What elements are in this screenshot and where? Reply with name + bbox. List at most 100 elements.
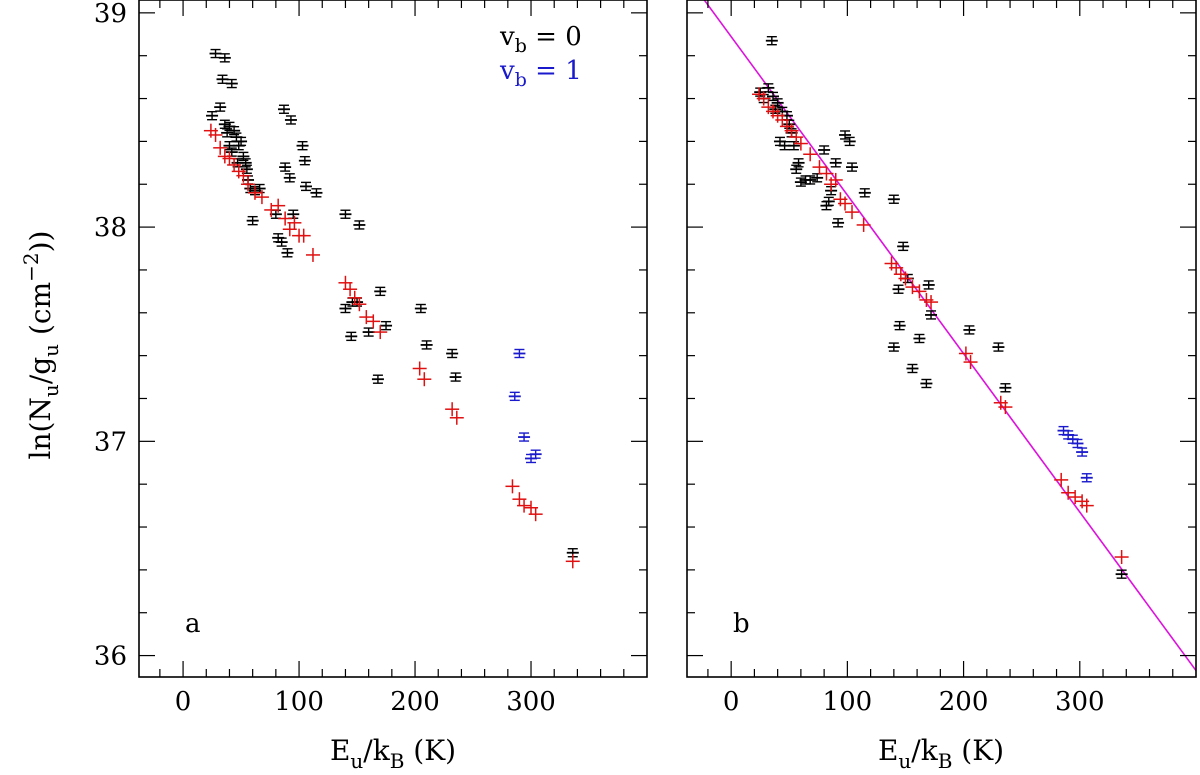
panel-b-points bbox=[752, 36, 1129, 579]
data-point bbox=[992, 342, 1005, 352]
data-point bbox=[412, 361, 427, 376]
data-point bbox=[843, 136, 856, 147]
data-point bbox=[287, 209, 300, 219]
data-point bbox=[762, 83, 775, 93]
data-point bbox=[922, 280, 935, 290]
data-point bbox=[278, 211, 293, 226]
data-point bbox=[893, 320, 906, 331]
x-tick-label: 300 bbox=[1055, 687, 1105, 717]
data-point bbox=[1115, 569, 1128, 579]
x-tick-label: 100 bbox=[274, 687, 324, 717]
data-point bbox=[414, 303, 427, 314]
data-point bbox=[845, 205, 860, 220]
data-point bbox=[858, 188, 871, 198]
data-point bbox=[345, 331, 358, 342]
data-point bbox=[528, 507, 543, 522]
data-point bbox=[565, 554, 580, 569]
legend-entry-vb0: vb = 0 bbox=[499, 22, 582, 57]
data-point bbox=[281, 248, 294, 258]
data-point bbox=[417, 372, 432, 387]
data-point bbox=[310, 188, 323, 198]
data-point bbox=[446, 348, 459, 359]
data-point bbox=[241, 177, 256, 192]
data-point bbox=[958, 346, 973, 361]
data-point bbox=[374, 286, 387, 297]
panel-a-x-axis-title: Eu/kB (K) bbox=[330, 734, 456, 773]
data-point bbox=[300, 181, 313, 192]
data-point bbox=[271, 198, 286, 213]
panel-b-tick-labels: 0 100 200 300 bbox=[723, 687, 1105, 717]
data-point bbox=[246, 215, 259, 226]
panel-a-ticks bbox=[139, 0, 647, 677]
data-point bbox=[420, 340, 433, 350]
data-point bbox=[897, 241, 910, 252]
y-axis-title: ln(Nu/gu (cm−2)) bbox=[19, 231, 63, 460]
data-point bbox=[362, 327, 375, 337]
legend-entry-vb1: vb = 1 bbox=[499, 56, 582, 91]
data-point bbox=[235, 136, 248, 147]
data-point bbox=[305, 247, 320, 262]
panel-b-frame bbox=[686, 0, 1197, 678]
data-point bbox=[380, 320, 393, 331]
data-point bbox=[517, 498, 532, 513]
panel-a-label: a bbox=[185, 609, 201, 639]
data-point bbox=[449, 372, 462, 382]
data-point bbox=[216, 74, 229, 84]
data-point bbox=[445, 402, 460, 417]
data-point bbox=[887, 342, 900, 352]
data-point bbox=[803, 147, 818, 162]
data-point bbox=[838, 196, 853, 211]
x-tick-label: 300 bbox=[506, 687, 556, 717]
y-tick-label: 37 bbox=[94, 427, 127, 457]
legend: vb = 0 vb = 1 bbox=[499, 22, 582, 91]
data-point bbox=[913, 333, 926, 344]
data-point bbox=[206, 110, 219, 121]
data-point bbox=[298, 155, 311, 166]
data-point bbox=[925, 310, 938, 320]
data-point bbox=[209, 48, 222, 59]
data-point bbox=[513, 348, 526, 359]
data-point bbox=[920, 378, 933, 389]
panel-a-points bbox=[203, 48, 580, 569]
data-point bbox=[279, 162, 292, 172]
data-point bbox=[1076, 447, 1089, 457]
data-point bbox=[756, 91, 771, 106]
data-point bbox=[906, 363, 919, 374]
data-point bbox=[449, 410, 464, 425]
data-point bbox=[339, 303, 352, 314]
x-tick-label: 200 bbox=[939, 687, 989, 717]
data-point bbox=[898, 271, 913, 286]
data-point bbox=[832, 218, 845, 228]
data-point bbox=[371, 374, 384, 384]
data-point bbox=[829, 158, 842, 168]
data-point bbox=[225, 78, 238, 89]
data-point bbox=[508, 391, 521, 402]
data-point bbox=[352, 297, 367, 312]
data-point bbox=[892, 284, 905, 294]
data-point bbox=[505, 479, 520, 494]
data-point bbox=[1079, 498, 1094, 513]
data-point bbox=[373, 325, 388, 340]
data-point bbox=[1080, 473, 1093, 483]
data-point bbox=[1054, 472, 1069, 487]
data-point bbox=[963, 355, 978, 370]
x-tick-label: 0 bbox=[723, 687, 740, 717]
panel-a: 0 100 200 300 36 37 38 39 Eu/kB (K) a vb = 0 vb… bbox=[94, 0, 648, 773]
data-point bbox=[856, 217, 871, 232]
panel-b-label: b bbox=[733, 609, 750, 639]
data-point bbox=[812, 160, 827, 175]
data-point bbox=[277, 104, 290, 114]
x-tick-label: 100 bbox=[823, 687, 873, 717]
data-point bbox=[254, 190, 269, 205]
data-point bbox=[887, 194, 900, 204]
data-point bbox=[999, 383, 1012, 393]
data-point bbox=[236, 168, 251, 183]
data-point bbox=[339, 209, 352, 219]
data-point bbox=[793, 136, 808, 151]
data-point bbox=[912, 284, 927, 299]
data-point bbox=[366, 314, 381, 329]
x-tick-label: 200 bbox=[390, 687, 440, 717]
data-point bbox=[296, 140, 309, 151]
data-point bbox=[218, 53, 231, 63]
data-point bbox=[924, 295, 939, 310]
